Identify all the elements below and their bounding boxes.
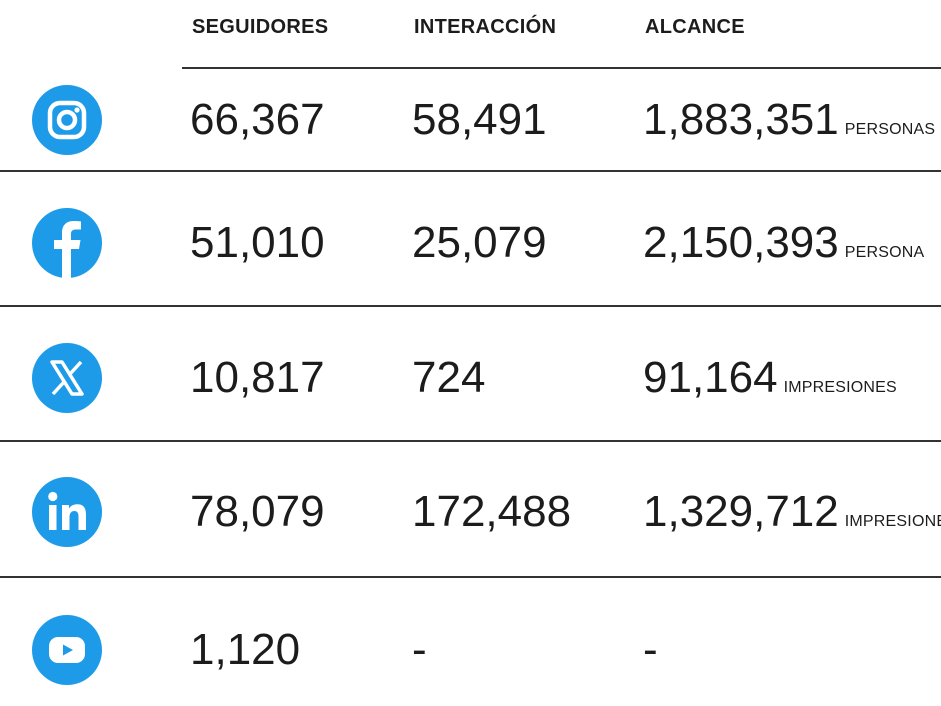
metric-cell: 25,079	[412, 218, 547, 268]
metric-value: 51,010	[190, 218, 325, 267]
metric-value: 78,079	[190, 487, 325, 536]
header-divider	[182, 67, 941, 69]
metric-unit: PERSONA	[844, 244, 925, 261]
metric-cell: 724	[412, 353, 485, 403]
metric-cell: 2,150,393 PERSONA	[643, 218, 924, 278]
metric-cell: 1,329,712 IMPRESIONE	[643, 487, 941, 547]
metric-cell: 1,120	[190, 625, 300, 675]
metric-cell: -	[643, 625, 658, 675]
metric-unit: PERSONAS	[844, 121, 936, 138]
metric-value: 2,150,393	[643, 218, 839, 267]
metric-unit: IMPRESIONE	[844, 513, 941, 530]
metric-value: -	[643, 625, 658, 674]
metric-value: 25,079	[412, 218, 547, 267]
column-header: INTERACCIÓN	[414, 16, 557, 38]
metric-value: -	[412, 625, 427, 674]
metric-value: 1,329,712	[643, 487, 839, 536]
metric-cell: -	[412, 625, 427, 675]
metric-cell: 1,883,351 PERSONAS	[643, 95, 935, 155]
metric-value: 1,120	[190, 625, 301, 674]
metric-value: 58,491	[412, 95, 547, 144]
metric-value: 66,367	[190, 95, 325, 144]
metric-cell: 91,164 IMPRESIONES	[643, 353, 897, 413]
row-divider	[0, 576, 941, 578]
platform-icon	[32, 85, 102, 155]
row-divider	[0, 305, 941, 307]
metric-cell: 58,491	[412, 95, 547, 145]
row-divider	[0, 440, 941, 442]
metric-value: 172,488	[412, 487, 572, 536]
metric-cell: 78,079	[190, 487, 325, 537]
platform-icon	[32, 615, 102, 685]
metric-value: 1,883,351	[643, 95, 839, 144]
metric-cell: 172,488	[412, 487, 571, 537]
platform-icon	[32, 343, 102, 413]
metric-cell: 51,010	[190, 218, 325, 268]
platform-icon	[32, 208, 102, 278]
metric-cell: 66,367	[190, 95, 325, 145]
metric-value: 10,817	[190, 353, 325, 402]
metric-value: 91,164	[643, 353, 778, 402]
platform-icon	[32, 477, 102, 547]
row-divider	[0, 170, 941, 172]
metric-value: 724	[412, 353, 486, 402]
metric-unit: IMPRESIONES	[783, 379, 897, 396]
column-header: ALCANCE	[645, 16, 745, 38]
column-header: SEGUIDORES	[192, 16, 329, 38]
metric-cell: 10,817	[190, 353, 325, 403]
